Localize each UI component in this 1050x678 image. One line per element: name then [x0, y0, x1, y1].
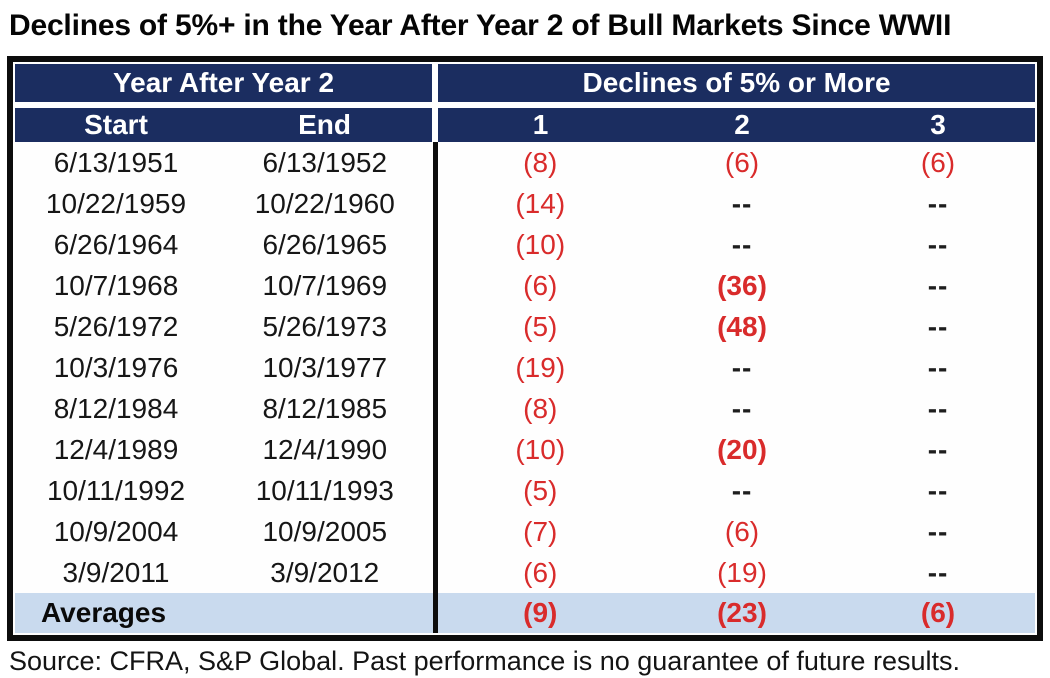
decline-value-cell: --: [643, 347, 842, 388]
source-note: Source: CFRA, S&P Global. Past performan…: [9, 646, 960, 676]
end-date-cell: 8/12/1985: [217, 388, 436, 429]
start-date-cell: 3/9/2011: [15, 552, 217, 593]
table-row: 3/9/2011 3/9/2012 (6) (19) --: [15, 552, 1036, 593]
decline-value-cell: (5): [432, 306, 644, 347]
decline-value-cell: --: [841, 347, 1036, 388]
decline-value-cell: (7): [432, 511, 644, 552]
table-row: 10/22/1959 10/22/1960 (14) -- --: [15, 183, 1036, 224]
end-date-cell: 6/13/1952: [217, 142, 436, 183]
column-header-start: Start: [15, 105, 217, 142]
decline-value-cell: (10): [432, 429, 644, 470]
declines-table-container: Year After Year 2 Declines of 5% or More…: [7, 56, 1043, 641]
table-row: 10/9/2004 10/9/2005 (7) (6) --: [15, 511, 1036, 552]
table-row: 8/12/1984 8/12/1985 (8) -- --: [15, 388, 1036, 429]
decline-value-cell: --: [841, 552, 1036, 593]
end-date-cell: 10/11/1993: [217, 470, 436, 511]
column-header-decline-1: 1: [432, 105, 644, 142]
decline-value-cell: (6): [643, 142, 842, 183]
decline-value-cell: --: [841, 306, 1036, 347]
decline-value-cell: --: [643, 183, 842, 224]
end-date-cell: 3/9/2012: [217, 552, 436, 593]
page-title: Declines of 5%+ in the Year After Year 2…: [9, 9, 952, 42]
decline-value-cell: (6): [841, 142, 1036, 183]
averages-decline-1: (9): [432, 593, 644, 633]
table-row: 6/26/1964 6/26/1965 (10) -- --: [15, 224, 1036, 265]
declines-table: Year After Year 2 Declines of 5% or More…: [15, 64, 1036, 633]
start-date-cell: 12/4/1989: [15, 429, 217, 470]
decline-value-cell: (20): [643, 429, 842, 470]
start-date-cell: 6/26/1964: [15, 224, 217, 265]
end-date-cell: 10/7/1969: [217, 265, 436, 306]
decline-value-cell: (8): [432, 142, 644, 183]
averages-label: Averages: [15, 593, 436, 633]
group-header-year-after-year-2: Year After Year 2: [15, 64, 436, 108]
start-date-cell: 6/13/1951: [15, 142, 217, 183]
column-header-row: Start End 1 2 3: [15, 105, 1036, 142]
decline-value-cell: --: [643, 388, 842, 429]
decline-value-cell: --: [841, 265, 1036, 306]
start-date-cell: 10/22/1959: [15, 183, 217, 224]
decline-value-cell: --: [841, 183, 1036, 224]
decline-value-cell: (19): [643, 552, 842, 593]
start-date-cell: 10/11/1992: [15, 470, 217, 511]
decline-value-cell: (6): [432, 552, 644, 593]
decline-value-cell: --: [643, 224, 842, 265]
table-row: 5/26/1972 5/26/1973 (5) (48) --: [15, 306, 1036, 347]
table-body: 6/13/1951 6/13/1952 (8) (6) (6) 10/22/1959 10/…: [15, 142, 1036, 593]
end-date-cell: 10/22/1960: [217, 183, 436, 224]
column-header-end: End: [217, 105, 436, 142]
decline-value-cell: (36): [643, 265, 842, 306]
decline-value-cell: (6): [432, 265, 644, 306]
start-date-cell: 10/9/2004: [15, 511, 217, 552]
decline-value-cell: --: [841, 388, 1036, 429]
end-date-cell: 10/3/1977: [217, 347, 436, 388]
decline-value-cell: (6): [643, 511, 842, 552]
table-row: 10/11/1992 10/11/1993 (5) -- --: [15, 470, 1036, 511]
start-date-cell: 10/3/1976: [15, 347, 217, 388]
start-date-cell: 8/12/1984: [15, 388, 217, 429]
column-header-decline-2: 2: [643, 105, 842, 142]
end-date-cell: 6/26/1965: [217, 224, 436, 265]
start-date-cell: 5/26/1972: [15, 306, 217, 347]
start-date-cell: 10/7/1968: [15, 265, 217, 306]
decline-value-cell: (48): [643, 306, 842, 347]
decline-value-cell: --: [841, 511, 1036, 552]
decline-value-cell: --: [841, 470, 1036, 511]
group-header-declines: Declines of 5% or More: [432, 64, 1036, 108]
table-row: 6/13/1951 6/13/1952 (8) (6) (6): [15, 142, 1036, 183]
decline-value-cell: (19): [432, 347, 644, 388]
averages-decline-2: (23): [643, 593, 842, 633]
group-header-row: Year After Year 2 Declines of 5% or More: [15, 64, 1036, 108]
end-date-cell: 10/9/2005: [217, 511, 436, 552]
table-row: 10/3/1976 10/3/1977 (19) -- --: [15, 347, 1036, 388]
averages-decline-3: (6): [841, 593, 1036, 633]
table-row: 10/7/1968 10/7/1969 (6) (36) --: [15, 265, 1036, 306]
decline-value-cell: --: [841, 429, 1036, 470]
decline-value-cell: (14): [432, 183, 644, 224]
decline-value-cell: (10): [432, 224, 644, 265]
column-header-decline-3: 3: [841, 105, 1036, 142]
decline-value-cell: --: [841, 224, 1036, 265]
table-row: 12/4/1989 12/4/1990 (10) (20) --: [15, 429, 1036, 470]
decline-value-cell: --: [643, 470, 842, 511]
end-date-cell: 5/26/1973: [217, 306, 436, 347]
decline-value-cell: (8): [432, 388, 644, 429]
end-date-cell: 12/4/1990: [217, 429, 436, 470]
decline-value-cell: (5): [432, 470, 644, 511]
averages-row: Averages (9) (23) (6): [15, 593, 1036, 633]
